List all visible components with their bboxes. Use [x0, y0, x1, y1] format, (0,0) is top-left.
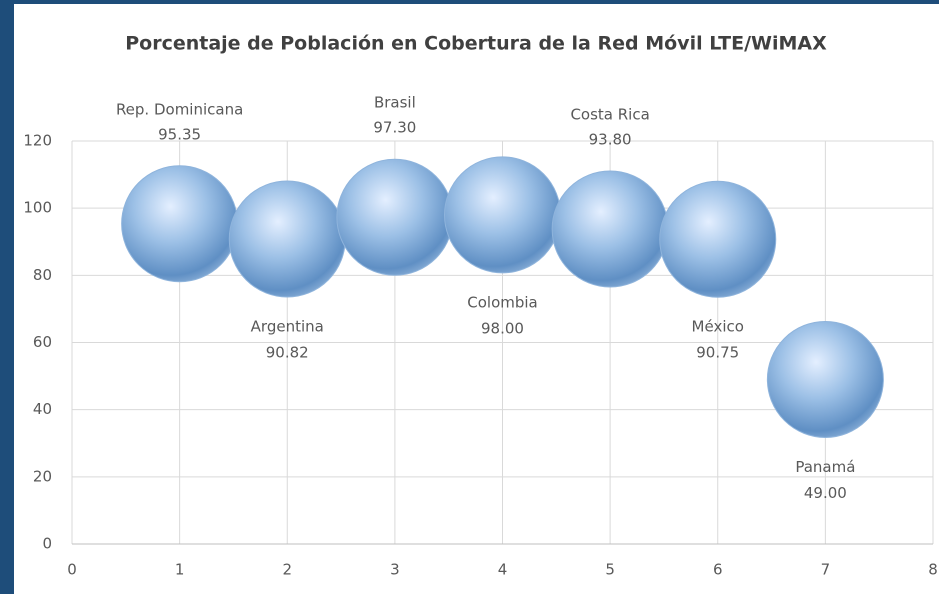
value-label: 90.82	[266, 343, 309, 361]
point-label: Rep. Dominicana	[116, 100, 243, 118]
value-label: 93.80	[589, 130, 632, 148]
value-label: 49.00	[804, 484, 847, 502]
value-label: 98.00	[481, 319, 524, 337]
y-tick-label: 120	[23, 132, 52, 150]
page: {"chart_data": {"type": "bubble", "title…	[0, 0, 939, 594]
x-tick-label: 4	[498, 561, 508, 579]
value-label: 97.30	[373, 119, 416, 137]
value-label: 95.35	[158, 125, 201, 143]
bubble	[337, 159, 453, 275]
bubble	[122, 166, 238, 282]
y-tick-label: 0	[42, 535, 52, 553]
point-label: Argentina	[251, 317, 324, 335]
point-label: Panamá	[795, 458, 855, 476]
chart-title: Porcentaje de Población en Cobertura de …	[125, 33, 827, 55]
x-tick-label: 5	[605, 561, 615, 579]
bubble	[660, 181, 776, 297]
bubble	[445, 157, 561, 273]
point-label: Brasil	[374, 94, 416, 112]
chart: Porcentaje de Población en Cobertura de …	[0, 0, 939, 594]
x-tick-label: 2	[282, 561, 292, 579]
point-label: Colombia	[467, 293, 538, 311]
x-tick-label: 6	[713, 561, 723, 579]
x-tick-label: 8	[928, 561, 938, 579]
bubble	[229, 181, 345, 297]
point-label: Costa Rica	[570, 105, 649, 123]
point-label: México	[692, 318, 744, 336]
y-tick-label: 20	[33, 467, 52, 485]
bubble	[552, 171, 668, 287]
bubble	[767, 321, 883, 437]
y-tick-label: 60	[33, 333, 52, 351]
y-tick-label: 100	[23, 199, 52, 217]
x-tick-label: 1	[175, 561, 185, 579]
y-tick-label: 40	[33, 400, 52, 418]
y-tick-label: 80	[33, 266, 52, 284]
slide-edge	[0, 0, 14, 594]
x-tick-label: 7	[821, 561, 831, 579]
x-tick-label: 3	[390, 561, 400, 579]
x-tick-label: 0	[67, 561, 77, 579]
slide-edge-top	[0, 0, 939, 4]
value-label: 90.75	[696, 344, 739, 362]
